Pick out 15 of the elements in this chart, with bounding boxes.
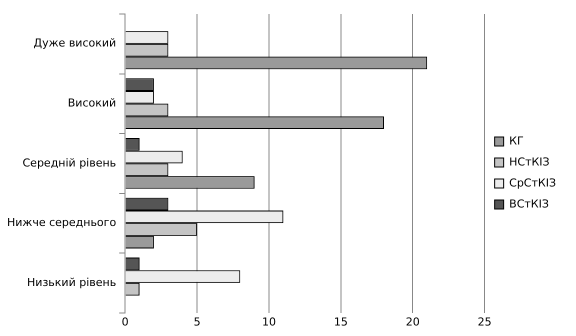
- x-tick-label: 20: [406, 315, 420, 328]
- x-tick-label: 5: [194, 315, 201, 328]
- legend-label: КГ: [509, 134, 524, 148]
- y-tick-label: Низький рівень: [27, 276, 116, 289]
- legend-label: ВСтКІЗ: [509, 197, 549, 210]
- legend-label: НСтКІЗ: [509, 155, 550, 168]
- x-tick-label: 0: [122, 315, 129, 328]
- y-tick-label: Нижче середнього: [6, 216, 116, 230]
- x-tick-label: 10: [262, 315, 276, 328]
- legend-label: СрСтКІЗ: [509, 176, 556, 190]
- y-tick-label: Високий: [68, 96, 116, 110]
- x-tick-label: 25: [478, 315, 492, 328]
- y-tick-label: Дуже високий: [34, 36, 116, 50]
- y-tick-label: Середній рівень: [22, 156, 116, 170]
- x-tick-label: 15: [334, 315, 348, 328]
